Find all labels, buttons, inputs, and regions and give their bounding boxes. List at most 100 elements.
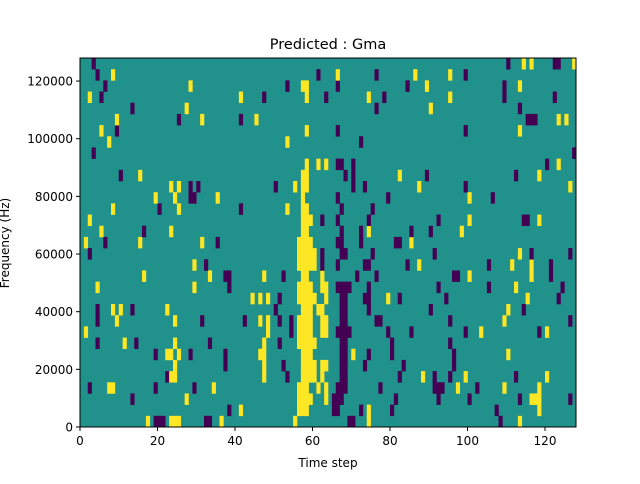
heatmap-cell xyxy=(463,69,468,81)
heatmap-cell xyxy=(223,348,228,361)
heatmap-cell xyxy=(401,359,406,372)
heatmap-cell xyxy=(207,270,213,282)
heatmap-cell xyxy=(397,292,402,305)
heatmap-cell xyxy=(300,169,309,182)
heatmap-cell xyxy=(200,315,205,327)
heatmap-cell xyxy=(300,348,313,361)
heatmap-cell xyxy=(95,337,100,350)
heatmap-cell xyxy=(506,58,511,70)
heatmap-cell xyxy=(134,337,139,350)
heatmap-cell xyxy=(463,371,468,383)
heatmap-cell xyxy=(359,225,364,238)
heatmap-cell xyxy=(316,158,321,171)
heatmap-cell xyxy=(393,236,402,249)
heatmap-cell xyxy=(370,203,375,215)
heatmap-cell xyxy=(339,203,344,215)
heatmap-cell xyxy=(138,169,143,182)
heatmap-cell xyxy=(444,292,449,305)
heatmap-cell xyxy=(517,248,523,260)
heatmap-cell xyxy=(95,281,100,294)
heatmap-cell xyxy=(285,80,290,92)
heatmap-cell xyxy=(331,393,344,405)
heatmap-cell xyxy=(537,169,542,182)
heatmap-cell xyxy=(366,415,371,428)
heatmap-cell xyxy=(297,404,309,417)
heatmap-cell xyxy=(502,315,507,327)
heatmap-cell xyxy=(498,415,503,428)
heatmap-cell xyxy=(99,225,104,238)
heatmap-cell xyxy=(347,415,356,428)
heatmap-cell xyxy=(428,225,433,238)
heatmap-cell xyxy=(362,359,368,372)
heatmap-cell xyxy=(138,236,143,249)
heatmap-cell xyxy=(153,415,166,428)
heatmap-cell xyxy=(366,214,371,227)
heatmap-cell xyxy=(490,192,495,204)
heatmap-cell xyxy=(316,382,321,394)
heatmap-cell xyxy=(297,281,313,294)
heatmap-cell xyxy=(432,371,437,383)
y-axis-label: Frequency (Hz) xyxy=(0,198,12,289)
heatmap-cell xyxy=(184,393,189,405)
heatmap-cell xyxy=(335,125,340,137)
heatmap-cell xyxy=(390,348,395,361)
heatmap-cell xyxy=(324,158,329,171)
heatmap-cell xyxy=(304,91,309,104)
heatmap-cell xyxy=(386,192,391,204)
heatmap-cell xyxy=(339,371,348,383)
heatmap-cell xyxy=(455,382,461,394)
x-axis: 0 20 40 60 80 100 120 xyxy=(76,427,556,448)
heatmap-cell xyxy=(335,326,352,338)
heatmap-cell xyxy=(266,315,271,327)
heatmap-cell xyxy=(486,281,492,294)
heatmap-cell xyxy=(382,91,387,104)
heatmap-cell xyxy=(111,304,116,316)
heatmap-cell xyxy=(87,214,92,227)
heatmap-cell xyxy=(196,181,201,193)
heatmap-cell xyxy=(324,393,329,405)
heatmap-cell xyxy=(297,382,309,394)
heatmap-cell xyxy=(432,382,445,394)
heatmap-cell xyxy=(517,102,523,115)
heatmap-cell xyxy=(204,415,213,428)
heatmap-cell xyxy=(339,304,348,316)
heatmap-cell xyxy=(169,415,182,428)
heatmap-cell xyxy=(118,304,123,316)
heatmap-cell xyxy=(87,382,92,394)
heatmap-cell xyxy=(250,292,255,305)
heatmap-cell xyxy=(324,292,329,305)
heatmap-cell xyxy=(486,259,492,271)
heatmap-cell xyxy=(366,348,371,361)
heatmap-cell xyxy=(366,91,371,104)
heatmap-cell xyxy=(200,236,205,249)
heatmap-cell xyxy=(176,203,182,215)
heatmap-cell xyxy=(413,69,418,81)
y-axis: 0 20000 40000 60000 80000 100000 120000 xyxy=(27,75,80,435)
heatmap-cell xyxy=(448,371,453,383)
heatmap-cell xyxy=(242,315,247,327)
x-axis-label: Time step xyxy=(297,456,357,470)
heatmap-cell xyxy=(339,315,348,327)
heatmap-cell xyxy=(107,382,116,394)
heatmap-cell xyxy=(300,80,309,92)
heatmap-cell xyxy=(362,259,371,271)
heatmap-cell xyxy=(165,348,174,361)
heatmap-cell xyxy=(339,337,348,350)
heatmap-cell xyxy=(87,91,92,104)
heatmap-cell xyxy=(386,292,391,305)
heatmap-cell xyxy=(300,225,309,238)
heatmap-cell xyxy=(428,304,433,316)
heatmap-cell xyxy=(463,125,468,137)
heatmap-cell xyxy=(320,281,329,294)
heatmap-cell xyxy=(568,393,573,405)
heatmap-cells xyxy=(80,58,577,428)
heatmap-cell xyxy=(277,315,282,327)
heatmap-cell xyxy=(564,113,569,126)
heatmap-cell xyxy=(258,292,263,305)
heatmap-cell xyxy=(362,181,368,193)
heatmap-cell xyxy=(378,382,383,394)
heatmap-cell xyxy=(281,359,286,372)
heatmap-cell xyxy=(339,225,344,238)
x-tick-label: 60 xyxy=(305,434,320,448)
heatmap-cell xyxy=(176,113,182,126)
